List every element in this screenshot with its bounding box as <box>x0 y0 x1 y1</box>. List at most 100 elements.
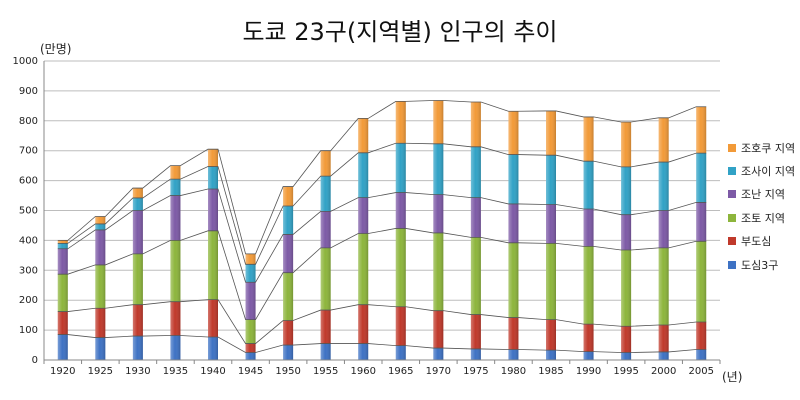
bar-segment-shade <box>508 349 519 360</box>
bar-segment-shade <box>283 320 294 346</box>
y-tick-label: 600 <box>19 176 38 187</box>
bar-segment-shade <box>358 343 369 360</box>
bar-segment-shade <box>508 317 519 350</box>
x-tick-label-1950: 1950 <box>275 366 300 377</box>
legend-label: 조토 지역 <box>741 211 785 225</box>
bar-segment-shade <box>132 188 143 198</box>
bar-segment-shade <box>320 176 331 212</box>
legend-label: 도심3구 <box>741 258 779 272</box>
bar-segment-shade <box>57 334 68 360</box>
y-tick-label: 100 <box>19 325 38 336</box>
legend-swatch <box>728 237 736 246</box>
bar-segment-shade <box>583 161 594 210</box>
series-connector-line-s2 <box>57 228 707 321</box>
bar-segment-shade <box>95 216 106 224</box>
bar-segment-shade <box>395 306 406 346</box>
bar-segment-shade <box>583 324 594 352</box>
bar-segment-shade <box>208 188 218 231</box>
legend-item: 조호쿠 지역 <box>728 136 795 159</box>
bar-segment-shade <box>132 304 143 337</box>
x-tick-label-1935: 1935 <box>163 366 188 377</box>
y-tick-label: 200 <box>19 295 38 306</box>
bar-segment-shade <box>658 117 669 163</box>
bar-segment-shade <box>583 116 594 162</box>
bar-segment-shade <box>395 101 406 144</box>
legend-item: 조사이 지역 <box>728 159 795 182</box>
bar-segment-shade <box>320 343 331 360</box>
bar-segment-shade <box>696 241 707 323</box>
bar-segment-shade <box>170 301 181 336</box>
bar-segment-shade <box>621 352 632 360</box>
bar-segment-shade <box>57 243 68 249</box>
x-tick-label-1965: 1965 <box>388 366 413 377</box>
bar-segment-shade <box>583 246 594 325</box>
bar-segment-shade <box>433 232 444 311</box>
legend-swatch <box>728 190 736 199</box>
bar-segment-shade <box>696 153 707 203</box>
bar-segment-shade <box>57 274 68 312</box>
bar-segment-shade <box>433 143 444 195</box>
bar-segment-shade <box>621 249 632 327</box>
bar-segment-shade <box>621 326 632 353</box>
y-tick-label: 800 <box>19 116 38 127</box>
x-tick-label-1980: 1980 <box>501 366 526 377</box>
bar-segment-shade <box>208 149 218 167</box>
bar-segment-shade <box>433 310 444 349</box>
bar-segment-shade <box>658 351 669 360</box>
bar-segment-shade <box>283 206 294 235</box>
bar-segment-shade <box>546 350 556 360</box>
bar-segment-shade <box>95 308 106 338</box>
bar-segment-shade <box>395 143 406 193</box>
bar-segment-shade <box>208 230 218 300</box>
bar-segment-shade <box>508 203 519 243</box>
y-tick-label: 1000 <box>13 56 38 67</box>
x-tick-label-2005: 2005 <box>688 366 713 377</box>
bar-segment-shade <box>696 322 707 350</box>
y-tick-label: 900 <box>19 86 38 97</box>
bar-segment-shade <box>283 345 294 360</box>
bar-segment-shade <box>320 310 331 344</box>
series-connector-line-s1 <box>57 299 707 344</box>
bar-segment-shade <box>132 197 143 211</box>
legend: 조호쿠 지역 조사이 지역 조난 지역 조토 지역 부도심 도심3구 <box>728 136 795 276</box>
bar-segment-shade <box>358 304 369 344</box>
bar-segment-shade <box>245 253 256 265</box>
bar-segment-shade <box>57 311 68 335</box>
bar-segment-shade <box>283 272 294 321</box>
x-tick-label-1920: 1920 <box>50 366 75 377</box>
x-tick-label-1955: 1955 <box>313 366 338 377</box>
legend-label: 조호쿠 지역 <box>741 141 796 155</box>
bar-segment-shade <box>170 165 181 180</box>
bar-segment-shade <box>132 210 143 254</box>
bar-segment-shade <box>433 348 444 360</box>
bar-segment-shade <box>658 325 669 352</box>
bar-segment-shade <box>132 336 143 360</box>
bar-segment-shade <box>621 121 632 167</box>
x-tick-label-1945: 1945 <box>238 366 263 377</box>
x-tick-label-2000: 2000 <box>651 366 676 377</box>
legend-swatch <box>728 213 736 222</box>
legend-label: 부도심 <box>741 235 772 249</box>
bar-segment-shade <box>621 214 632 250</box>
chart-title: 도쿄 23구(지역별) 인구의 추이 <box>242 18 558 46</box>
x-tick-label-1985: 1985 <box>538 366 563 377</box>
bar-segment-shade <box>358 118 369 153</box>
bar-segment-shade <box>696 106 707 154</box>
bar-segment-shade <box>470 101 481 147</box>
x-tick-label-1940: 1940 <box>200 366 225 377</box>
x-axis-unit-label: (년) <box>722 370 743 384</box>
bar-segment-shade <box>95 229 106 265</box>
bar-segment-shade <box>658 247 669 326</box>
bar-segment-shade <box>358 197 369 234</box>
bar-segment-shade <box>320 211 331 248</box>
bar-segment-shade <box>245 282 256 320</box>
series-connector-line-s4 <box>57 142 707 265</box>
bar-segment-shade <box>658 210 669 248</box>
bar-segment-shade <box>508 111 519 155</box>
bar-segment-shade <box>470 237 481 315</box>
bar-segment-shade <box>283 186 294 207</box>
bar-segment-shade <box>245 319 256 344</box>
bar-segment-shade <box>208 299 218 337</box>
bar-segment-shade <box>546 204 556 244</box>
legend-label: 조사이 지역 <box>741 165 796 179</box>
